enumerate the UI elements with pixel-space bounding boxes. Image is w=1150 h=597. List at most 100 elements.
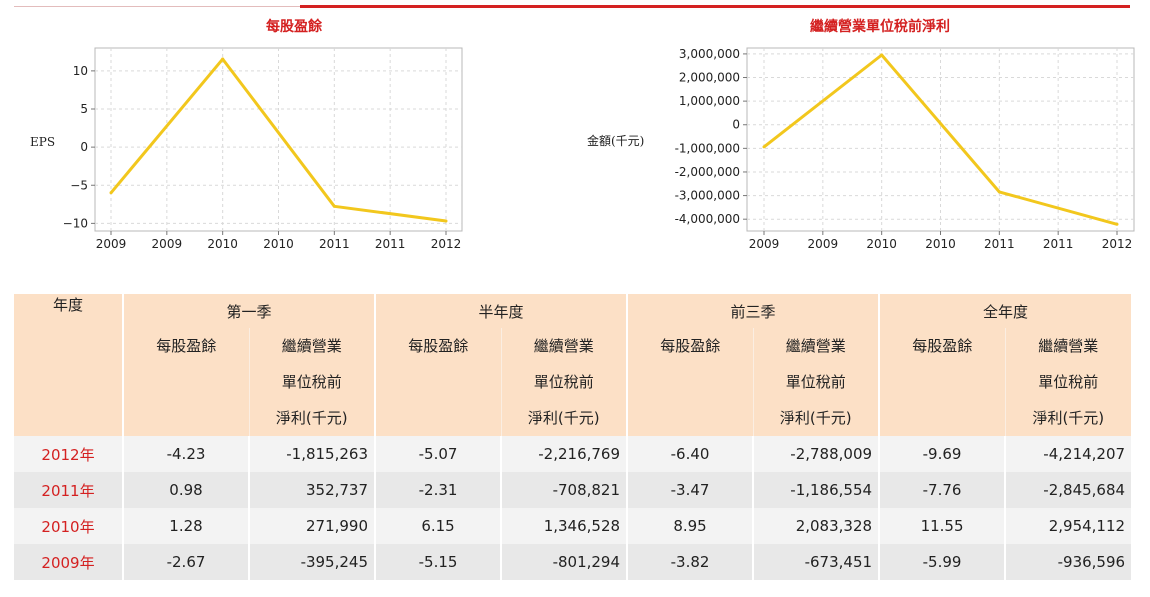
eps-value-cell: -5.15 <box>374 544 502 580</box>
eps-value-cell: -2.67 <box>122 544 249 580</box>
income-value-cell: -936,596 <box>1004 544 1132 580</box>
income-value-cell: 271,990 <box>247 508 376 544</box>
y-tick-label: −5 <box>70 178 88 192</box>
income-header-line: 繼續營業 <box>785 337 846 355</box>
y-tick-label: -3,000,000 <box>675 189 740 203</box>
eps-value-cell: 11.55 <box>878 508 1006 544</box>
year-header: 年度 <box>14 294 123 436</box>
income-header-line: 單位稅前 <box>1038 373 1099 391</box>
income-header-line: 淨利(千元) <box>779 409 852 427</box>
data-point <box>332 204 336 208</box>
eps-value-cell: 0.98 <box>122 472 249 508</box>
earnings-table: 年度 第一季 半年度 前三季 全年度 每股盈餘 繼續營業 單位稅前 淨利(千元) 每股盈… <box>14 294 1132 580</box>
x-tick-label: 2009 <box>96 237 127 251</box>
income-header-line: 單位稅前 <box>533 373 594 391</box>
eps-value-cell: -9.69 <box>878 436 1006 472</box>
y-tick-label: 0 <box>80 140 88 154</box>
income-header-line: 繼續營業 <box>533 337 594 355</box>
data-point <box>762 145 766 149</box>
table-row: 2011年 0.98 352,737 -2.31 -708,821 -3.47 -1,186… <box>14 472 1132 508</box>
income-value-cell: 2,954,112 <box>1004 508 1132 544</box>
eps-value-cell: -4.23 <box>122 436 249 472</box>
income-header-line: 淨利(千元) <box>1032 409 1105 427</box>
income-header-line: 繼續營業 <box>1038 337 1099 355</box>
eps-value-cell: -5.07 <box>374 436 502 472</box>
data-point <box>109 191 113 195</box>
eps-value-cell: 8.95 <box>626 508 754 544</box>
income-value-cell: -801,294 <box>500 544 628 580</box>
data-point <box>221 57 225 61</box>
eps-column-header: 每股盈餘 <box>878 328 1006 436</box>
x-tick-label: 2011 <box>1043 237 1074 251</box>
income-value-cell: -4,214,207 <box>1004 436 1132 472</box>
y-tick-label: 1,000,000 <box>679 94 740 108</box>
income-header-line: 淨利(千元) <box>275 409 348 427</box>
x-tick-label: 2010 <box>866 237 897 251</box>
y-tick-label: −10 <box>63 216 88 230</box>
group-header-half: 半年度 <box>374 294 628 328</box>
eps-column-header: 每股盈餘 <box>374 328 502 436</box>
y-tick-label: -4,000,000 <box>675 212 740 226</box>
income-header-line: 繼續營業 <box>281 337 342 355</box>
y-tick-label: 0 <box>732 118 740 132</box>
year-cell: 2011年 <box>14 472 123 508</box>
x-tick-label: 2011 <box>319 237 350 251</box>
income-chart-title: 繼續營業單位稅前淨利 <box>810 19 950 35</box>
y-axis-label: 金額(千元) <box>587 133 644 148</box>
income-value-cell: -2,788,009 <box>752 436 880 472</box>
eps-column-header: 每股盈餘 <box>626 328 754 436</box>
x-tick-label: 2012 <box>431 237 462 251</box>
eps-value-cell: 6.15 <box>374 508 502 544</box>
table-row: 2009年 -2.67 -395,245 -5.15 -801,294 -3.82 -673… <box>14 544 1132 580</box>
eps-value-cell: -2.31 <box>374 472 502 508</box>
table-row: 2010年 1.28 271,990 6.15 1,346,528 8.95 2,083,3… <box>14 508 1132 544</box>
income-value-cell: -2,216,769 <box>500 436 628 472</box>
table-group-header-row: 年度 第一季 半年度 前三季 全年度 <box>14 294 1132 436</box>
data-point <box>997 190 1001 194</box>
y-tick-label: 2,000,000 <box>679 71 740 85</box>
income-column-header: 繼續營業單位稅前淨利(千元) <box>248 328 376 436</box>
x-tick-label: 2009 <box>749 237 780 251</box>
eps-value-cell: -3.82 <box>626 544 754 580</box>
income-value-cell: -2,845,684 <box>1004 472 1132 508</box>
income-column-header: 繼續營業單位稅前淨利(千元) <box>1004 328 1132 436</box>
eps-line-chart: 10 5 0 −5 −10 2009 2009 2010 2010 2011 2011 2012 EPS <box>30 47 463 251</box>
year-cell: 2009年 <box>14 544 123 580</box>
eps-value-cell: -7.76 <box>878 472 1006 508</box>
income-line-chart: 3,000,000 2,000,000 1,000,000 0 -1,000,000 -2… <box>587 47 1135 251</box>
eps-value-cell: 1.28 <box>122 508 249 544</box>
y-tick-label: -1,000,000 <box>675 141 740 155</box>
y-tick-label: -2,000,000 <box>675 165 740 179</box>
income-value-cell: 352,737 <box>247 472 376 508</box>
y-tick-label: 10 <box>73 64 88 78</box>
income-value-cell: -708,821 <box>500 472 628 508</box>
x-tick-label: 2009 <box>152 237 183 251</box>
income-column-header: 繼續營業單位稅前淨利(千元) <box>752 328 880 436</box>
income-value-cell: -395,245 <box>247 544 376 580</box>
y-tick-label: 3,000,000 <box>679 47 740 61</box>
y-tick-label: 5 <box>80 102 88 116</box>
income-header-line: 單位稅前 <box>281 373 342 391</box>
top-divider-left <box>14 6 300 7</box>
group-header-q3: 前三季 <box>626 294 880 328</box>
income-header-line: 淨利(千元) <box>527 409 600 427</box>
group-header-full: 全年度 <box>878 294 1132 328</box>
x-tick-label: 2010 <box>207 237 238 251</box>
x-tick-label: 2009 <box>808 237 839 251</box>
table-row: 2012年 -4.23 -1,815,263 -5.07 -2,216,769 -6.40… <box>14 436 1132 472</box>
income-header-line: 單位稅前 <box>785 373 846 391</box>
income-value-cell: -1,186,554 <box>752 472 880 508</box>
income-value-cell: -673,451 <box>752 544 880 580</box>
x-tick-label: 2011 <box>375 237 406 251</box>
top-divider-right <box>300 5 1130 8</box>
x-tick-label: 2011 <box>984 237 1015 251</box>
income-column-header: 繼續營業單位稅前淨利(千元) <box>500 328 628 436</box>
y-axis-label: EPS <box>30 135 55 149</box>
income-value-cell: 2,083,328 <box>752 508 880 544</box>
x-tick-label: 2010 <box>263 237 294 251</box>
x-tick-label: 2010 <box>925 237 956 251</box>
eps-value-cell: -6.40 <box>626 436 754 472</box>
x-tick-label: 2012 <box>1102 237 1133 251</box>
series-line <box>109 57 447 223</box>
year-cell: 2012年 <box>14 436 123 472</box>
